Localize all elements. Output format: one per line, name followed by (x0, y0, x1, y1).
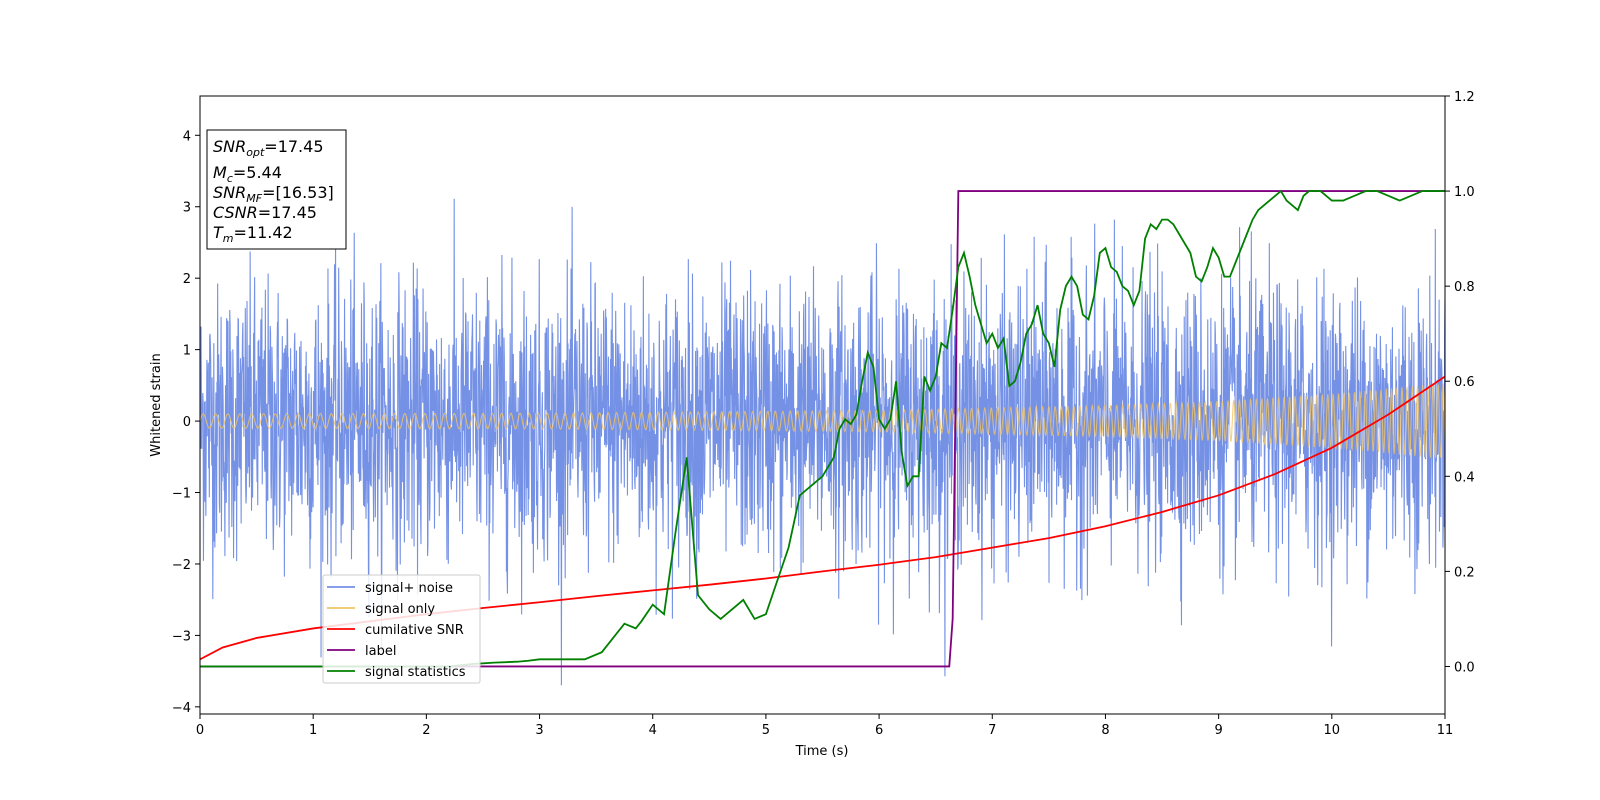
x-tick-label: 4 (649, 723, 657, 738)
y-tick-label: 2 (183, 272, 191, 287)
info-line: CSNR=17.45 (213, 203, 317, 222)
y2-tick-label: 0.4 (1454, 470, 1475, 485)
x-tick-label: 7 (988, 723, 996, 738)
y-tick-label: −3 (172, 629, 191, 644)
legend-label: cumilative SNR (365, 623, 464, 638)
info-line: SNRopt=17.45 (213, 137, 324, 159)
x-tick-label: 3 (535, 723, 543, 738)
y-tick-label: 4 (183, 129, 191, 144)
legend-label: label (365, 644, 396, 659)
x-tick-label: 2 (422, 723, 430, 738)
x-tick-label: 6 (875, 723, 883, 738)
info-line: Tm=11.42 (213, 223, 293, 245)
x-tick-label: 10 (1324, 723, 1341, 738)
y2-tick-label: 0.0 (1454, 660, 1475, 675)
y-tick-label: −4 (172, 701, 191, 716)
axes: 0 1 2 3 4 5 6 7 8 9 10 11 −4 −3 −2 −1 0 1 2 3 4 0.0 0.2 0.4 0.6 0… (172, 90, 1475, 738)
legend-label: signal+ noise (365, 581, 453, 596)
y2-tick-label: 1.2 (1454, 90, 1475, 105)
y2-tick-label: 0.8 (1454, 280, 1475, 295)
y-axis-label: Whitened strain (149, 353, 164, 456)
legend-label: signal only (365, 602, 435, 617)
legend: signal+ noise signal only cumilative SNR la… (322, 574, 481, 684)
info-line: Mc=5.44 (213, 163, 282, 185)
info-box: SNRopt=17.45 Mc=5.44SNRMF=[16.53]CSNR=17.… (206, 129, 347, 250)
x-tick-label: 8 (1101, 723, 1109, 738)
legend-label: signal statistics (365, 665, 466, 680)
y-tick-label: −1 (172, 487, 191, 502)
x-tick-label: 0 (196, 723, 204, 738)
info-box-frame (206, 129, 347, 250)
x-axis-label: Time (s) (795, 744, 849, 759)
y-tick-label: 1 (183, 344, 191, 359)
x-tick-label: 9 (1214, 723, 1222, 738)
x-tick-label: 5 (762, 723, 770, 738)
info-line: SNRMF=[16.53] (213, 183, 334, 205)
series-signal-statistics (200, 189, 1445, 668)
series-signal-noise (200, 198, 1445, 686)
y-tick-label: 3 (183, 201, 191, 216)
plot-frame (199, 95, 1446, 715)
y-tick-label: 0 (183, 415, 191, 430)
series-signal-only (200, 382, 1445, 458)
y-tick-label: −2 (172, 558, 191, 573)
y2-tick-label: 1.0 (1454, 185, 1475, 200)
x-tick-label: 1 (309, 723, 317, 738)
legend-frame (322, 574, 481, 684)
y2-tick-label: 0.2 (1454, 565, 1475, 580)
x-tick-label: 11 (1437, 723, 1454, 738)
series-label (200, 190, 1445, 668)
y2-tick-label: 0.6 (1454, 375, 1475, 390)
